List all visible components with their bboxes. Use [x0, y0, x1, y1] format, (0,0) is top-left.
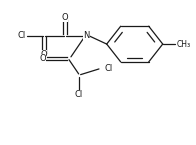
Text: Cl: Cl	[74, 90, 83, 99]
Text: O: O	[40, 54, 46, 63]
Text: O: O	[62, 13, 68, 22]
Text: N: N	[83, 31, 90, 40]
Text: O: O	[41, 50, 47, 59]
Text: Cl: Cl	[104, 64, 113, 73]
Text: CH₃: CH₃	[177, 40, 191, 49]
Text: Cl: Cl	[18, 31, 26, 40]
